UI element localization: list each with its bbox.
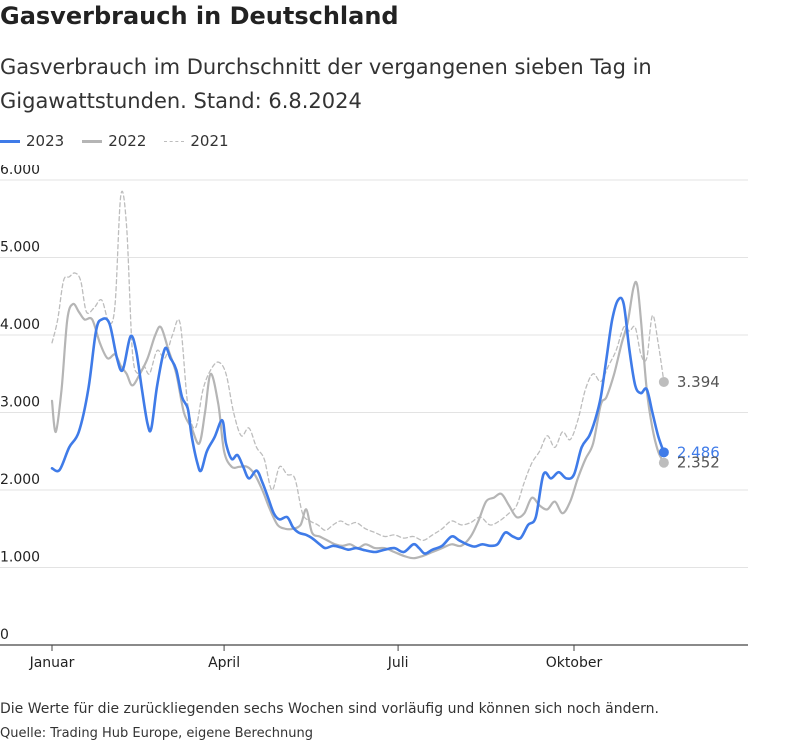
end-label-2021: 3.394 bbox=[677, 373, 720, 391]
x-tick-label: Juli bbox=[387, 655, 409, 671]
source-note: Quelle: Trading Hub Europe, eigene Berec… bbox=[0, 726, 313, 741]
chart-legend: 2023 2022 2021 bbox=[0, 131, 247, 151]
x-tick-label: April bbox=[208, 655, 240, 671]
y-tick-label: 1.000 bbox=[0, 550, 40, 566]
end-label-2023: 2.486 bbox=[677, 443, 720, 461]
legend-label-2021: 2021 bbox=[190, 132, 229, 150]
footnote: Die Werte für die zurückliegenden sechs … bbox=[0, 701, 659, 717]
legend-swatch-2022 bbox=[82, 139, 103, 143]
series-line-2022 bbox=[50, 280, 665, 560]
legend-item-2022: 2022 bbox=[82, 132, 146, 150]
end-marker-2022 bbox=[658, 457, 669, 468]
series-line-2023 bbox=[50, 296, 666, 555]
y-tick-label: 2.000 bbox=[0, 472, 40, 488]
series-line-2021 bbox=[51, 190, 665, 542]
chart-subtitle: Gasverbrauch im Durchschnitt der vergang… bbox=[0, 55, 652, 113]
legend-item-2021: 2021 bbox=[164, 132, 229, 150]
legend-label-2023: 2023 bbox=[26, 132, 65, 150]
y-tick-label: 3.000 bbox=[0, 395, 40, 411]
legend-swatch-2021 bbox=[164, 140, 185, 142]
end-marker-2021 bbox=[658, 376, 669, 387]
y-tick-label: 5.000 bbox=[0, 240, 40, 256]
chart-title: Gasverbrauch in Deutschland bbox=[0, 2, 399, 30]
legend-label-2022: 2022 bbox=[108, 132, 147, 150]
y-tick-label: 0 bbox=[0, 627, 9, 643]
gas-consumption-line-chart: 0 1.000 2.000 3.000 4.000 5.000 6.000 Januar Apr… bbox=[0, 165, 748, 671]
y-tick-label: 4.000 bbox=[0, 317, 40, 333]
x-tick-label: Januar bbox=[29, 655, 75, 671]
legend-item-2023: 2023 bbox=[0, 132, 64, 150]
x-tick-label: Oktober bbox=[546, 655, 603, 671]
end-label-2022: 2.352 bbox=[677, 454, 720, 472]
y-tick-label: 6.000 bbox=[0, 165, 40, 178]
legend-swatch-2023 bbox=[0, 139, 20, 143]
end-marker-2023 bbox=[658, 447, 669, 458]
